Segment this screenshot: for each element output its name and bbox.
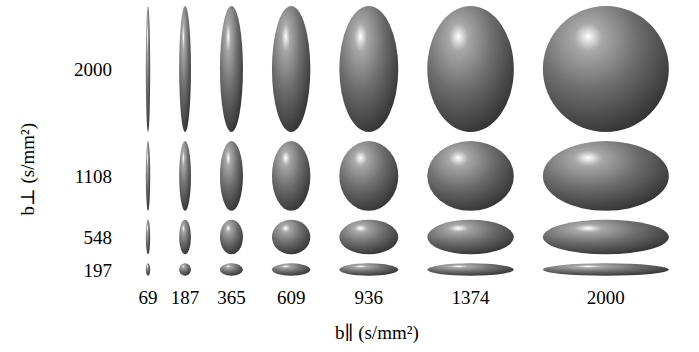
ellipsoids — [146, 6, 669, 276]
ellipsoid — [339, 263, 398, 275]
ellipsoid — [220, 263, 243, 275]
ellipsoid — [220, 141, 243, 211]
x-tick-label: 69 — [139, 287, 158, 308]
ellipsoid — [179, 6, 191, 132]
ellipsoid — [339, 141, 398, 211]
ellipsoid — [339, 220, 398, 255]
ellipsoid — [543, 220, 669, 255]
ellipsoid — [220, 220, 243, 255]
ellipsoid — [179, 141, 191, 211]
ellipsoid — [427, 263, 514, 275]
x-axis-label: b∥ (s/mm²) — [335, 322, 419, 344]
ellipsoid — [427, 6, 514, 132]
ellipsoid — [427, 141, 514, 211]
x-tick-label: 936 — [355, 287, 384, 308]
ellipsoid — [220, 6, 243, 132]
ellipsoid — [272, 220, 310, 255]
x-tick-label: 187 — [171, 287, 200, 308]
x-tick-label: 365 — [217, 287, 246, 308]
ellipsoid — [543, 6, 669, 132]
ellipsoid — [179, 220, 191, 255]
ellipsoid — [339, 6, 398, 132]
ellipsoid — [543, 263, 669, 275]
y-tick-label: 1108 — [75, 166, 112, 187]
ellipsoid — [272, 141, 310, 211]
x-tick-label: 2000 — [587, 287, 625, 308]
ellipsoid — [179, 263, 191, 275]
x-tick-label: 1374 — [452, 287, 491, 308]
y-tick-label: 2000 — [74, 59, 112, 80]
ellipsoid — [146, 220, 150, 255]
ellipsoid — [272, 263, 310, 275]
ellipsoid — [272, 6, 310, 132]
y-tick-label: 197 — [84, 260, 113, 281]
y-tick-label: 548 — [84, 227, 113, 248]
y-axis-label: b⊥ (s/mm²) — [17, 123, 39, 216]
ellipsoid — [146, 263, 150, 275]
ellipsoid — [427, 220, 514, 255]
chart: 69 187 365 609 936 1374 2000 2000 1108 548 197 b∥ (… — [0, 0, 699, 352]
ellipsoid — [146, 6, 150, 132]
ellipsoid — [543, 141, 669, 211]
ellipsoid — [146, 141, 150, 211]
x-tick-label: 609 — [277, 287, 306, 308]
